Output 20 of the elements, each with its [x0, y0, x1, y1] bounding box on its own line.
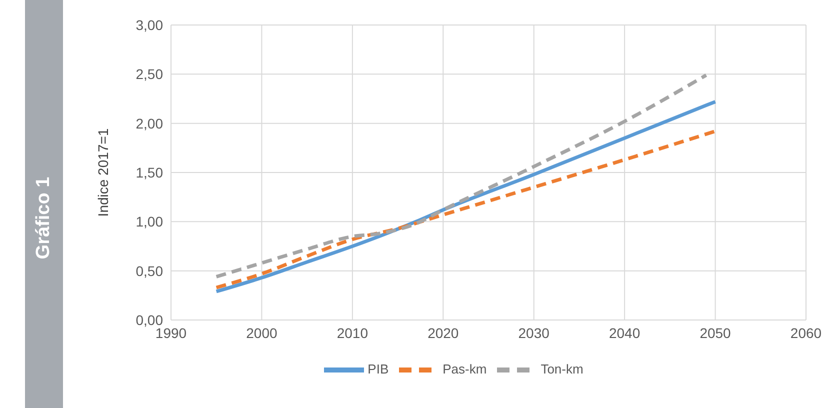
y-tick-label: 2,50 [136, 66, 164, 82]
x-tick-label: 2040 [608, 324, 640, 341]
y-tick-label: 1,00 [136, 214, 164, 230]
x-tick-label: 2050 [700, 324, 732, 341]
legend-label: Pas-km [442, 361, 487, 376]
x-tick-label: 2010 [336, 324, 368, 341]
legend-label: Ton-km [540, 361, 584, 376]
text: Gráfico 1 [33, 176, 55, 260]
y-tick-label: 3,00 [136, 16, 164, 33]
line-series [214, 129, 718, 290]
x-tick-label: 2020 [428, 324, 459, 341]
y-tick-label: 2,00 [136, 115, 164, 132]
y-tick-label: 0,50 [136, 262, 164, 279]
y-tick-label: 1,50 [136, 164, 164, 180]
x-tick-label: 2030 [518, 324, 550, 341]
x-tick-label: 2000 [246, 324, 278, 341]
x-tick-label: 2060 [790, 324, 822, 341]
legend-label: PIB [368, 361, 389, 376]
y-axis-title: Indice 2017=1 [94, 128, 111, 217]
line-series [214, 73, 708, 278]
